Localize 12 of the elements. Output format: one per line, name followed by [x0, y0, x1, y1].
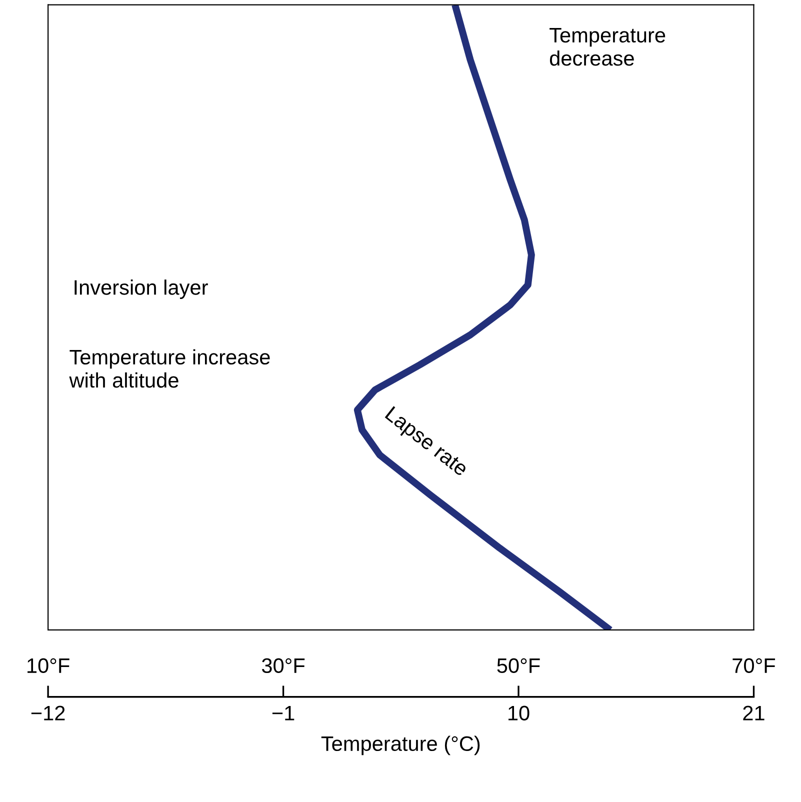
x2-tick-label: −1 [272, 706, 294, 720]
annotation: Temperature increase with altitude [69, 349, 270, 388]
x-tick-label: 70°F [732, 658, 776, 674]
annotation: Inversion layer [74, 280, 208, 299]
x-tick-label: 50°F [497, 658, 540, 674]
x2-axis-title: Temperature (°C) [321, 736, 480, 756]
x-tick-label: 30°F [262, 658, 305, 674]
x2-tick-label: −12 [31, 706, 65, 720]
x2-tick-label: 10 [508, 706, 530, 720]
x-tick-label: 10°F [28, 658, 70, 674]
x2-tick-label: 21 [743, 706, 764, 720]
annotation: Temperature decrease [550, 28, 666, 66]
